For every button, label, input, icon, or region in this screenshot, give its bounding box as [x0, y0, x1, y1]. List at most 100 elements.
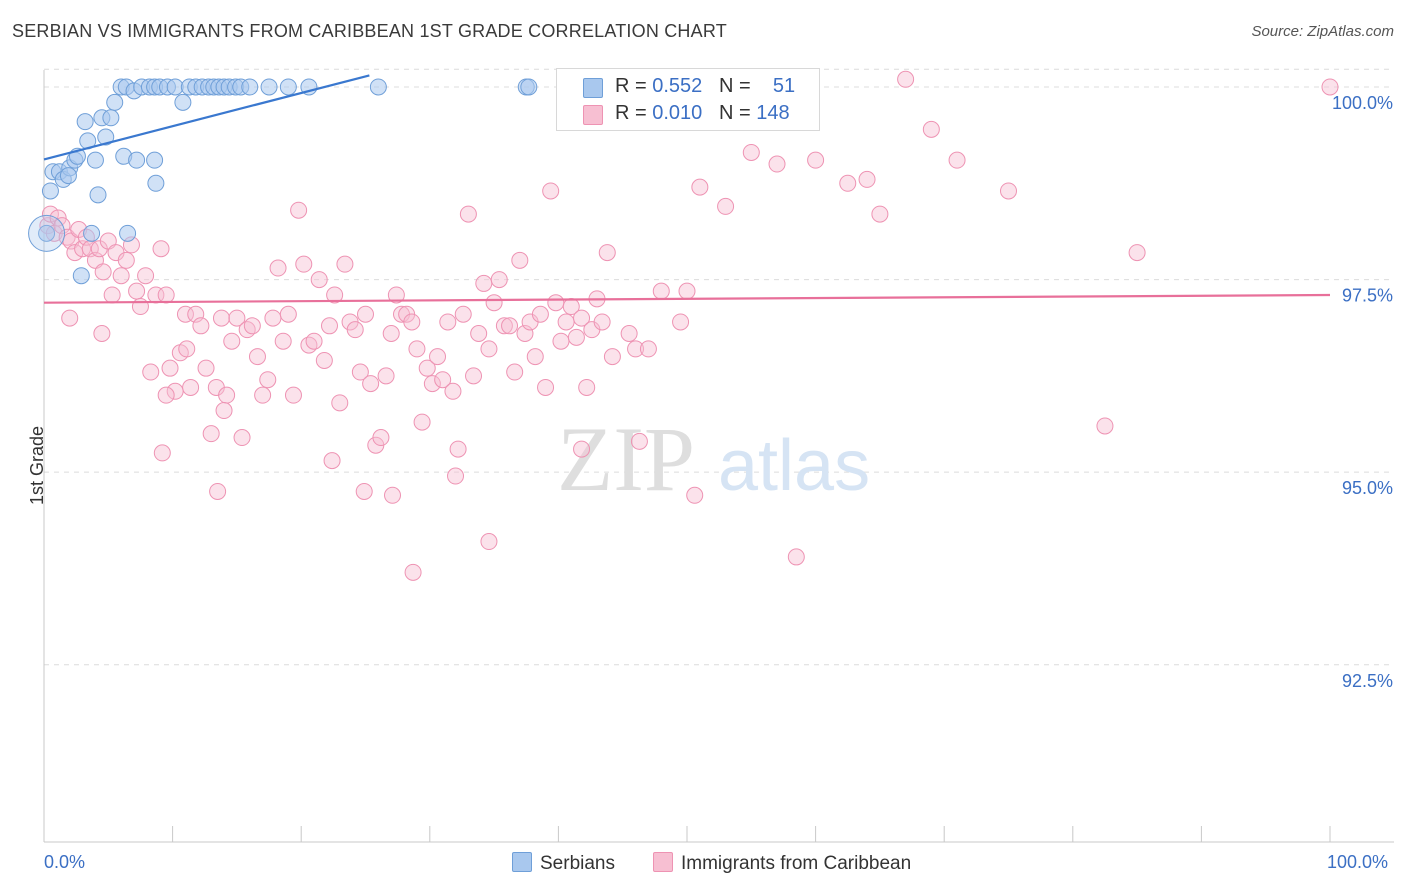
caribbean-point — [112, 267, 130, 285]
caribbean-point — [182, 378, 200, 396]
caribbean-point — [49, 209, 67, 227]
caribbean-point — [290, 201, 308, 219]
serbian-point — [97, 128, 115, 146]
caribbean-point — [475, 274, 493, 292]
caribbean-point — [627, 340, 645, 358]
caribbean-point — [372, 429, 390, 447]
y-tick-label: 97.5% — [1342, 286, 1393, 306]
caribbean-point — [787, 548, 805, 566]
caribbean-point — [351, 363, 369, 381]
caribbean-point — [103, 286, 121, 304]
caribbean-point — [537, 378, 555, 396]
y-tick-labels: 92.5% 95.0% 97.5% 100.0% — [1332, 93, 1393, 691]
caribbean-point — [192, 317, 210, 335]
serbian-point — [119, 224, 137, 242]
caribbean-point — [598, 244, 616, 262]
caribbean-point — [423, 375, 441, 393]
caribbean-point — [346, 321, 364, 339]
caribbean-point — [567, 328, 585, 346]
caribbean-point — [218, 386, 236, 404]
caribbean-point — [157, 386, 175, 404]
caribbean-point — [578, 378, 596, 396]
caribbean-point — [197, 359, 215, 377]
caribbean-point — [279, 305, 297, 323]
serbian-point — [369, 78, 387, 96]
caribbean-point — [315, 351, 333, 369]
caribbean-point — [131, 298, 149, 316]
n-value: 51 — [772, 75, 796, 97]
caribbean-point — [807, 151, 825, 169]
series-legend: Serbians Immigrants from Caribbean — [0, 852, 1406, 876]
caribbean-point — [176, 305, 194, 323]
caribbean-point — [331, 394, 349, 412]
caribbean-point — [387, 286, 405, 304]
serbians-legend-icon — [512, 852, 532, 872]
serbian-point — [72, 267, 90, 285]
caribbean-point — [501, 317, 519, 335]
caribbean-point — [542, 182, 560, 200]
caribbean-point — [93, 325, 111, 343]
caribbean-point — [1128, 244, 1146, 262]
caribbean-point — [691, 178, 709, 196]
legend-row-caribbean: R = 0.010 N = 148 — [557, 102, 819, 128]
caribbean-point — [323, 452, 341, 470]
caribbean-point — [603, 348, 621, 366]
caribbean-point — [672, 313, 690, 331]
n-value: 148 — [756, 102, 790, 124]
caribbean-point — [305, 332, 323, 350]
caribbean-point — [403, 313, 421, 331]
caribbean-point — [593, 313, 611, 331]
serbian-point — [166, 78, 184, 96]
caribbean-point — [506, 363, 524, 381]
legend-item-caribbean[interactable]: Immigrants from Caribbean — [653, 852, 911, 875]
caribbean-point — [413, 413, 431, 431]
caribbean-point — [254, 386, 272, 404]
caribbean-point — [434, 371, 452, 389]
serbian-point — [147, 174, 165, 192]
r-label: R = — [615, 102, 647, 124]
serbian-point — [59, 167, 77, 185]
caribbean-swatch-icon — [583, 105, 603, 125]
caribbean-point — [620, 325, 638, 343]
caribbean-point — [531, 305, 549, 323]
legend-row-serbians: R = 0.552 N = 51 — [557, 75, 819, 101]
serbian-point — [128, 151, 146, 169]
watermark-zip: ZIP — [557, 408, 695, 510]
legend-label-serbians: Serbians — [540, 853, 615, 874]
serbian-point — [241, 78, 259, 96]
caribbean-point — [418, 359, 436, 377]
caribbean-point — [447, 467, 465, 485]
serbian-point — [106, 93, 124, 111]
caribbean-point — [248, 348, 266, 366]
caribbean-point — [264, 309, 282, 327]
serbian-point — [38, 224, 56, 242]
caribbean-point — [209, 482, 227, 500]
caribbean-point — [178, 340, 196, 358]
legend-item-serbians[interactable]: Serbians — [512, 852, 615, 875]
caribbean-point — [526, 348, 544, 366]
serbian-point — [41, 182, 59, 200]
x-tick-label-min: 0.0% — [44, 852, 86, 872]
trend-lines — [43, 74, 1331, 304]
serbian-point — [174, 93, 192, 111]
serbians-trend-line — [43, 74, 370, 161]
caribbean-point — [320, 317, 338, 335]
y-tick-label: 100.0% — [1332, 93, 1393, 113]
r-label: R = — [615, 75, 647, 97]
caribbean-point — [384, 486, 402, 504]
serbians-swatch-icon — [583, 78, 603, 98]
caribbean-point — [495, 317, 513, 335]
caribbean-point — [897, 70, 915, 88]
caribbean-point — [382, 325, 400, 343]
legend-label-caribbean: Immigrants from Caribbean — [681, 853, 912, 874]
source-label: Source: ZipAtlas.com — [1251, 23, 1394, 40]
caribbean-point — [630, 432, 648, 450]
serbian-point — [83, 224, 101, 242]
caribbean-point — [839, 174, 857, 192]
n-label: N = — [718, 102, 751, 124]
caribbean-point — [61, 309, 79, 327]
serbian-point — [279, 78, 297, 96]
grid-layer — [44, 68, 1390, 666]
caribbean-point — [768, 155, 786, 173]
serbian-point — [520, 78, 538, 96]
